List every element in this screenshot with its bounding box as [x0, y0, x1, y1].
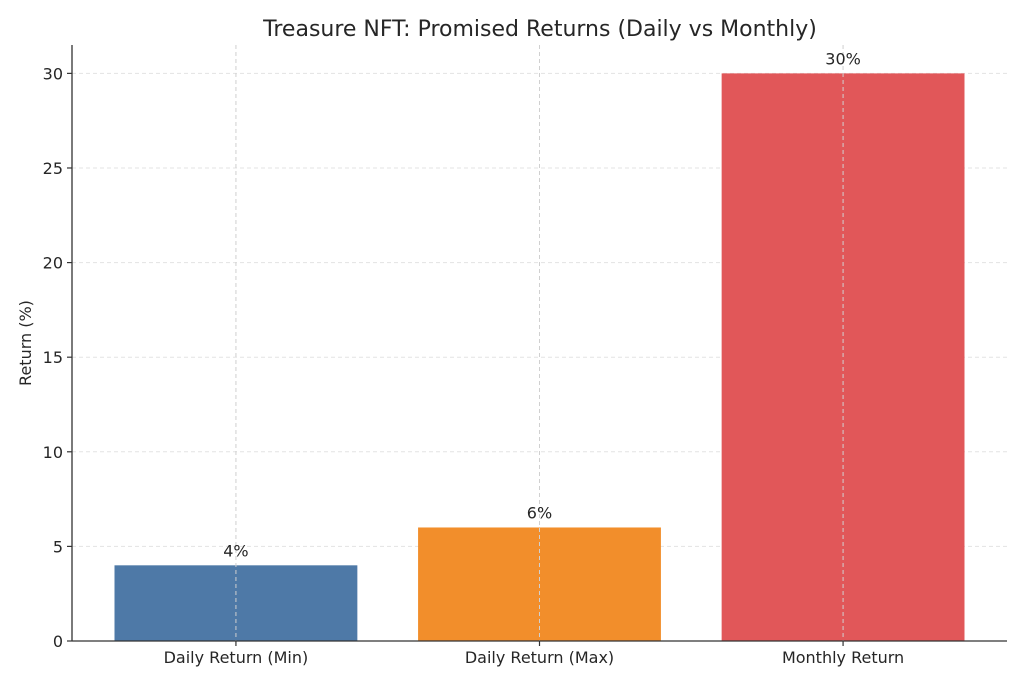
- data-labels: 4% 6% 30%: [223, 49, 861, 560]
- data-label: 6%: [527, 503, 552, 522]
- y-tick-label: 0: [53, 632, 63, 651]
- y-tick-label: 15: [43, 348, 63, 367]
- x-tick-label: Daily Return (Max): [465, 648, 614, 667]
- y-tick-label: 5: [53, 537, 63, 556]
- chart-title: Treasure NFT: Promised Returns (Daily vs…: [262, 17, 817, 42]
- y-tick-label: 25: [43, 159, 63, 178]
- y-tick-label: 30: [43, 64, 63, 83]
- y-ticks: 0 5 10 15 20 25 30: [43, 64, 72, 651]
- data-label: 4%: [223, 541, 248, 560]
- y-tick-label: 20: [43, 254, 63, 273]
- y-axis-label: Return (%): [16, 300, 35, 386]
- x-tick-label: Monthly Return: [782, 648, 904, 667]
- data-label: 30%: [825, 49, 861, 68]
- vertical-grid: [235, 45, 844, 641]
- x-ticks: Daily Return (Min) Daily Return (Max) Mont…: [164, 641, 904, 667]
- x-tick-label: Daily Return (Min): [164, 648, 309, 667]
- y-tick-label: 10: [43, 443, 63, 462]
